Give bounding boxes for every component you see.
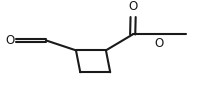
Text: O: O <box>128 0 138 13</box>
Text: O: O <box>5 34 14 47</box>
Text: O: O <box>155 37 164 50</box>
